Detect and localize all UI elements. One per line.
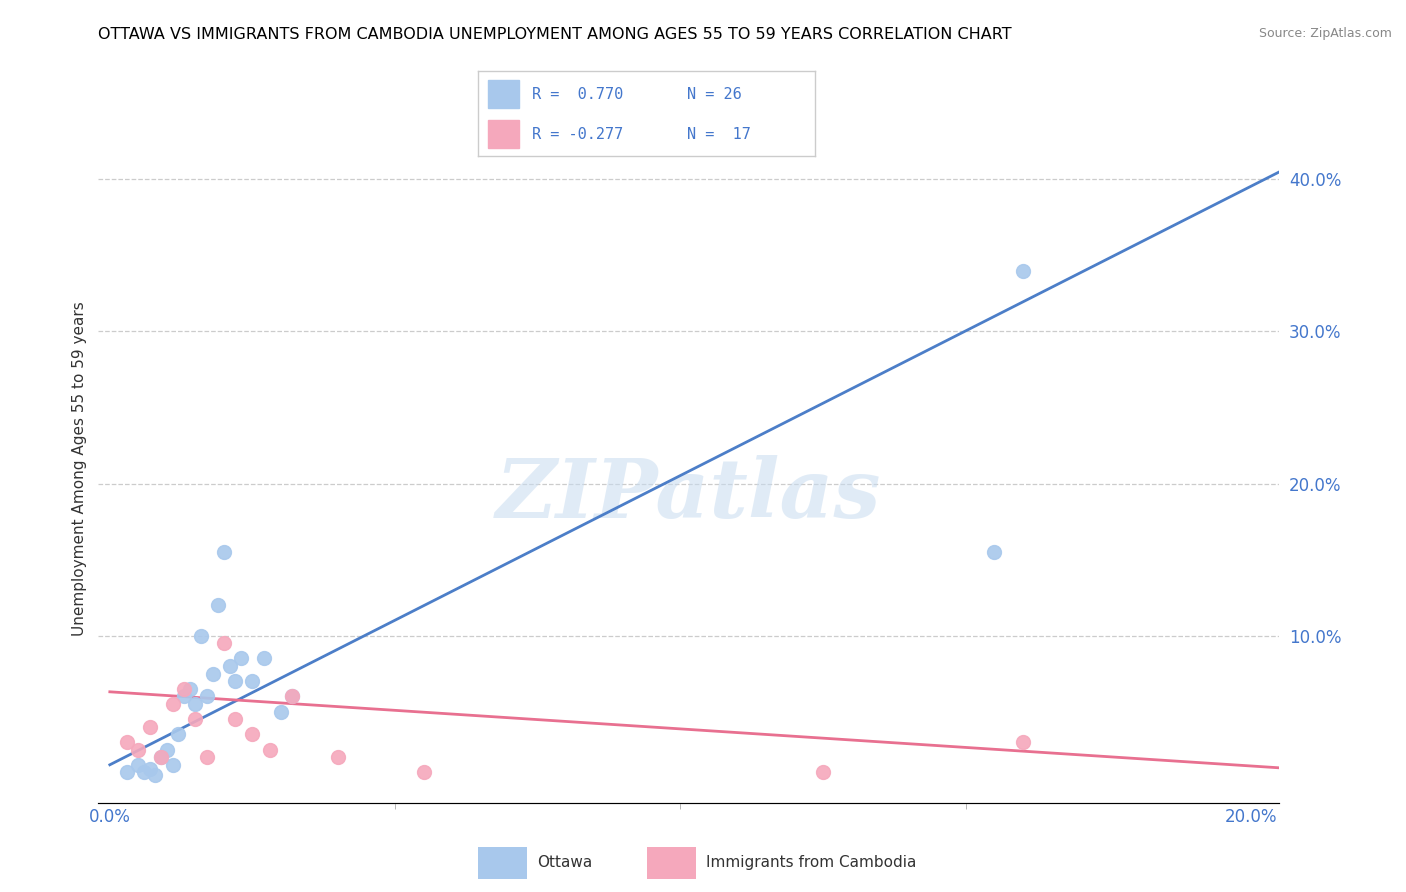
Text: N =  17: N = 17 — [688, 127, 751, 142]
Text: R = -0.277: R = -0.277 — [531, 127, 623, 142]
Text: Ottawa: Ottawa — [537, 855, 592, 870]
Text: ZIPatlas: ZIPatlas — [496, 455, 882, 535]
Y-axis label: Unemployment Among Ages 55 to 59 years: Unemployment Among Ages 55 to 59 years — [72, 301, 87, 636]
FancyBboxPatch shape — [488, 120, 519, 147]
Text: Immigrants from Cambodia: Immigrants from Cambodia — [706, 855, 917, 870]
Text: Source: ZipAtlas.com: Source: ZipAtlas.com — [1258, 27, 1392, 40]
FancyBboxPatch shape — [488, 80, 519, 108]
Text: N = 26: N = 26 — [688, 87, 742, 102]
Text: R =  0.770: R = 0.770 — [531, 87, 623, 102]
Text: OTTAWA VS IMMIGRANTS FROM CAMBODIA UNEMPLOYMENT AMONG AGES 55 TO 59 YEARS CORREL: OTTAWA VS IMMIGRANTS FROM CAMBODIA UNEMP… — [98, 27, 1012, 42]
